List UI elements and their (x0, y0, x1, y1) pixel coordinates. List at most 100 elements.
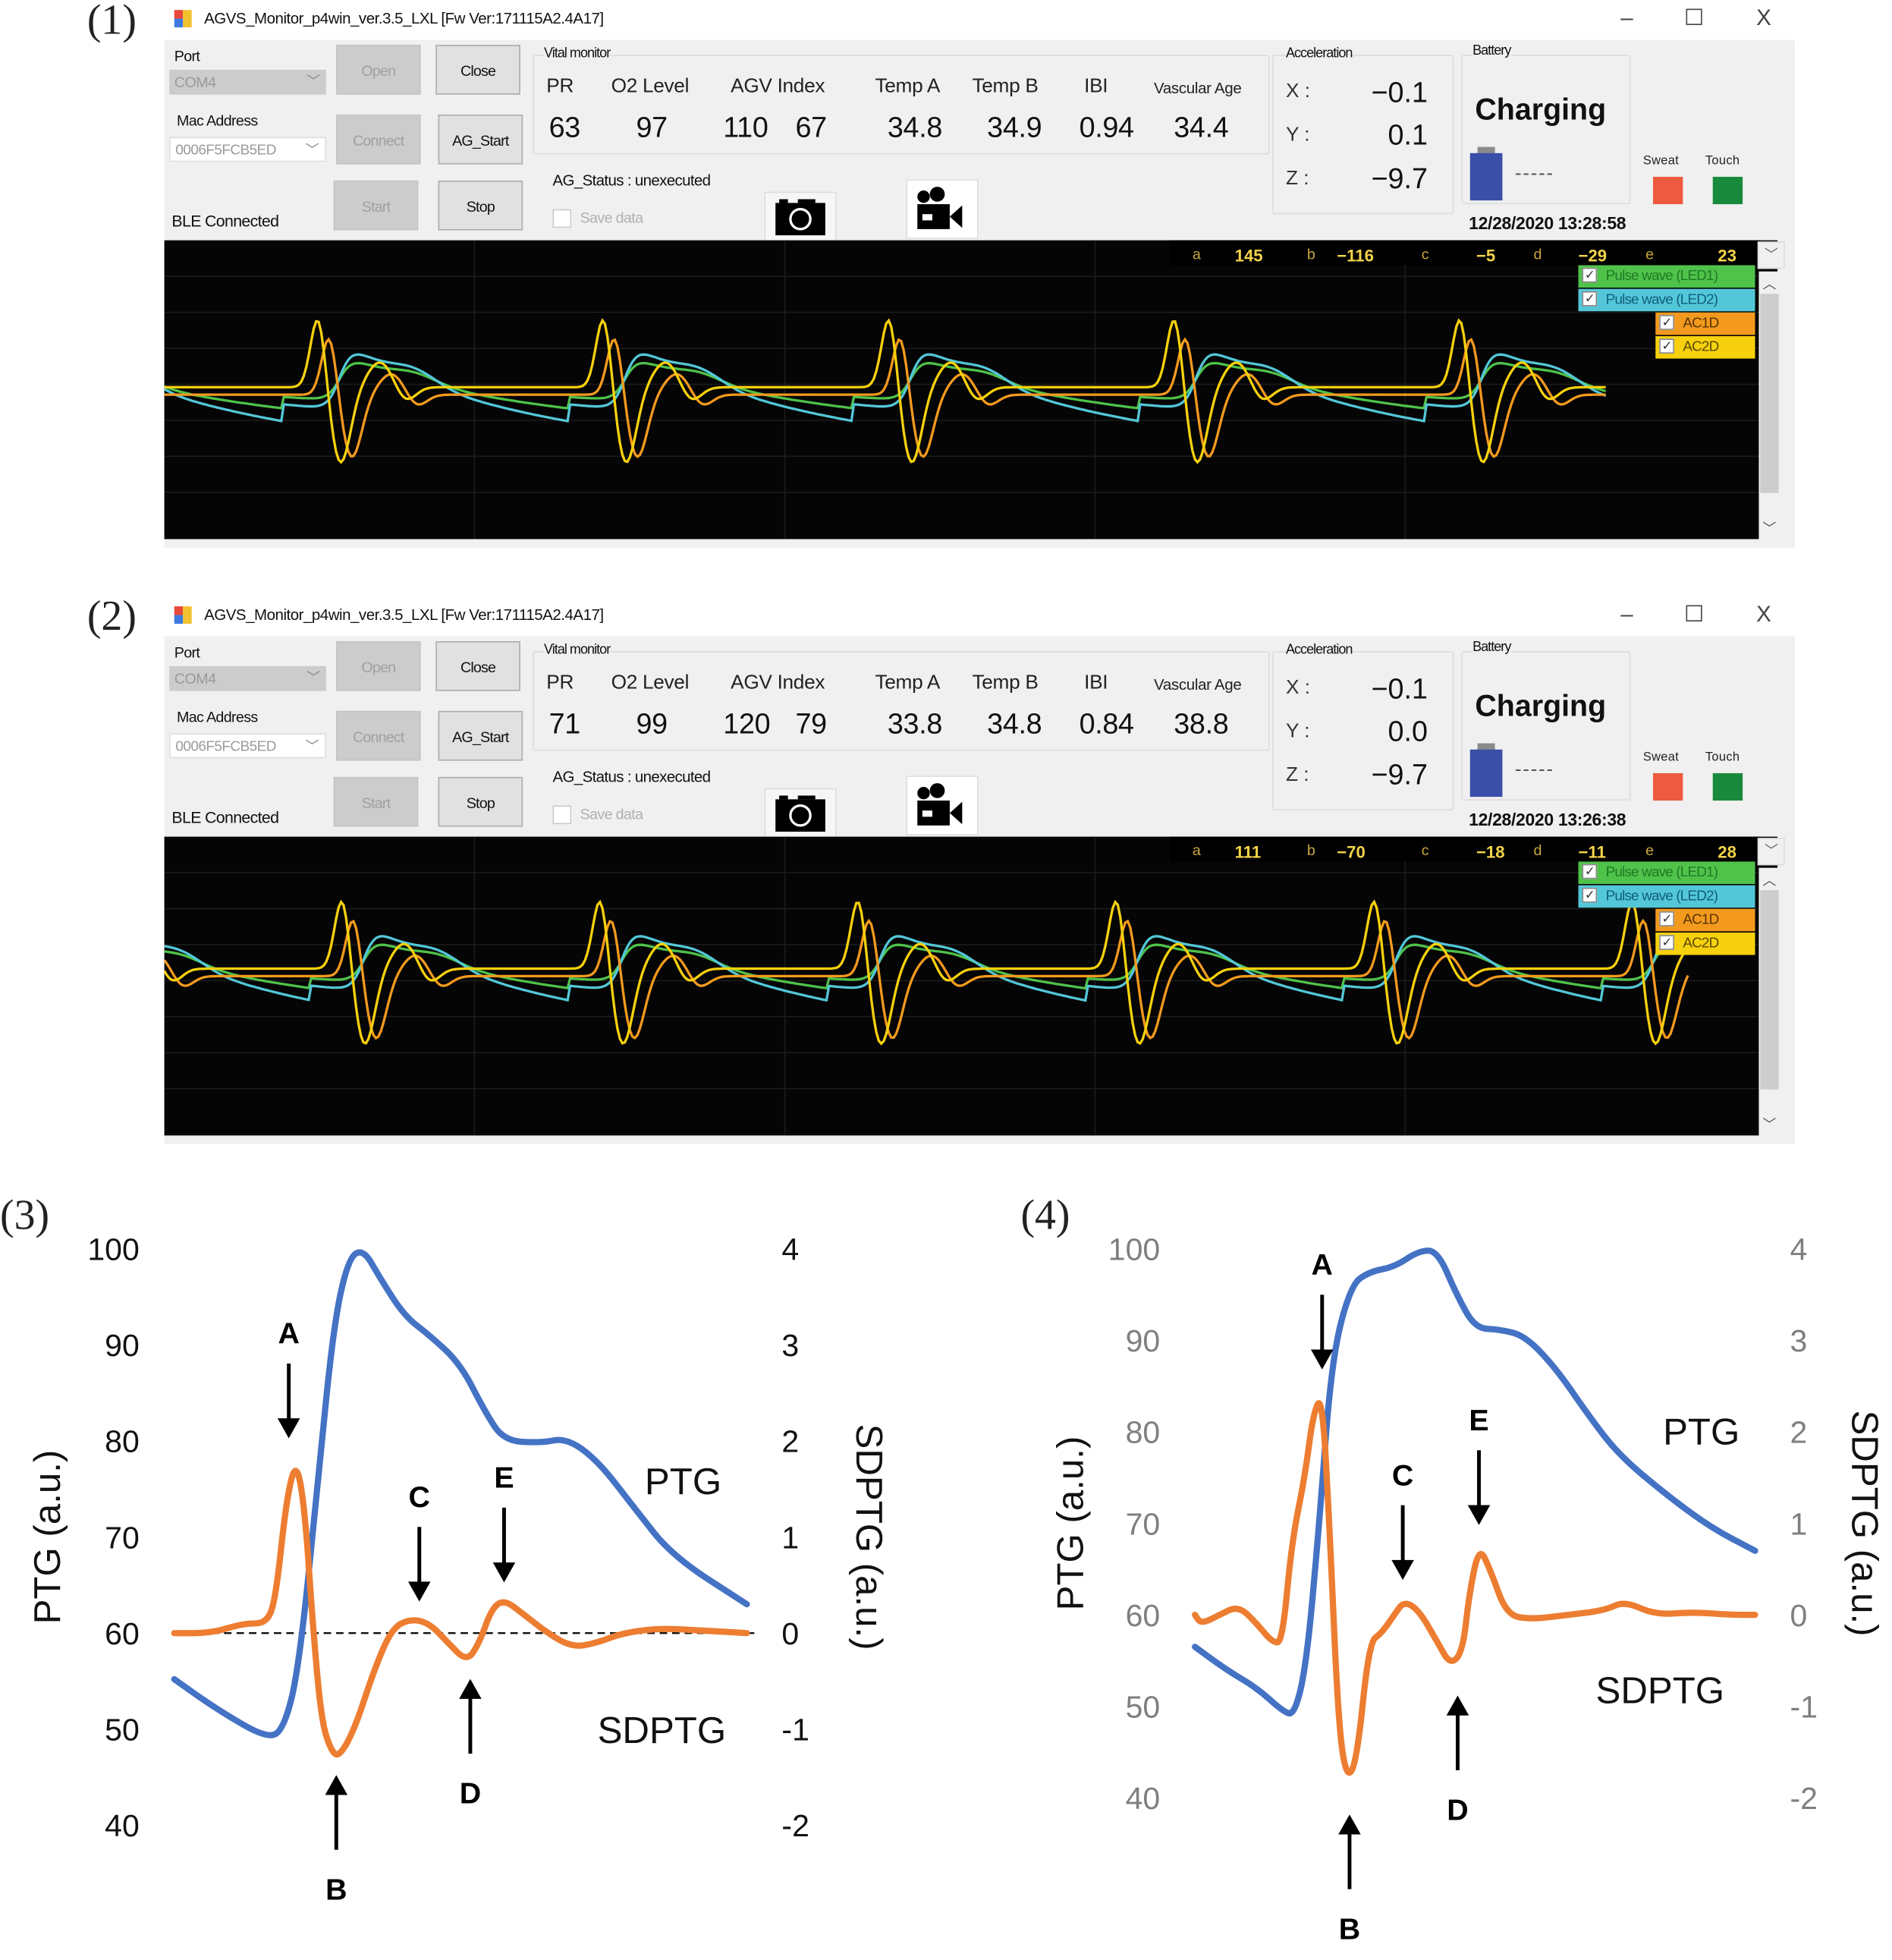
touch-label: Touch (1705, 154, 1740, 168)
checkbox-icon[interactable]: ✓ (1582, 267, 1598, 283)
snapshot-button[interactable] (764, 788, 837, 838)
ag-status: AG_Status : unexecuted (552, 768, 712, 786)
header-vascular-age: Vascular Age (1154, 675, 1242, 694)
window-title: AGVS_Monitor_p4win_ver.3.5_LXL [Fw Ver:1… (204, 606, 604, 624)
mac-address-select[interactable]: 0006F5FCB5ED ﹀ (169, 137, 326, 162)
chart-label-4: (4) (1020, 1192, 1070, 1239)
y-tick-label: 80 (105, 1424, 140, 1459)
record-video-button[interactable] (906, 179, 979, 240)
value-ibi: 0.94 (1079, 111, 1134, 143)
start-button[interactable]: Start (333, 180, 419, 231)
param-c-value: −5 (1476, 246, 1496, 266)
header-agv-index: AGV Index (731, 76, 825, 97)
checkbox-icon[interactable]: ✓ (1659, 338, 1674, 354)
checkbox-icon[interactable]: ✓ (1659, 911, 1674, 927)
close-button[interactable]: Close (435, 45, 520, 95)
annotation-arrow-head (1467, 1505, 1491, 1525)
maximize-button[interactable]: ☐ (1683, 601, 1705, 627)
start-button[interactable]: Start (333, 776, 419, 827)
port-select[interactable]: COM4 ﹀ (169, 69, 326, 95)
battery-level-text: ----- (1514, 759, 1554, 781)
close-window-button[interactable]: X (1756, 601, 1771, 627)
param-d-value: −11 (1578, 842, 1606, 862)
legend-pulse-wave-led1[interactable]: ✓ Pulse wave (LED1) (1578, 861, 1755, 884)
legend-pulse-wave-led1[interactable]: ✓ Pulse wave (LED1) (1578, 265, 1755, 288)
scroll-down-icon[interactable]: ﹀ (1762, 521, 1777, 537)
value-agv-index-1: 110 (723, 111, 768, 143)
acceleration-title: Acceleration (1285, 46, 1353, 61)
vital-monitor-group: Vital monitor PR O2 Level AGV Index Temp… (533, 642, 1270, 751)
legend-scrollbar[interactable]: ︿ ﹀ (1758, 867, 1780, 1140)
port-select[interactable]: COM4 ﹀ (169, 665, 326, 691)
legend-scrollbar[interactable]: ︿ ﹀ (1758, 271, 1780, 543)
y2-tick-label: 4 (1790, 1232, 1807, 1266)
acceleration-group: Acceleration X : −0.1 Y : 0.1 Z : −9.7 (1271, 46, 1454, 215)
stop-button[interactable]: Stop (438, 180, 523, 231)
param-d-label: d (1533, 245, 1542, 263)
legend-label: AC2D (1683, 936, 1719, 952)
minimize-button[interactable]: – (1620, 5, 1633, 30)
scroll-up-icon[interactable]: ︿ (1762, 873, 1777, 889)
minimize-button[interactable]: – (1620, 601, 1633, 627)
open-button[interactable]: Open (336, 45, 421, 95)
legend-ac1d[interactable]: ✓ AC1D (1655, 312, 1755, 335)
ac2d-trace (164, 318, 1606, 464)
vital-monitor-group: Vital monitor PR O2 Level AGV Index Temp… (533, 46, 1270, 155)
value-temp-a: 33.8 (887, 706, 943, 740)
connect-button[interactable]: Connect (336, 710, 421, 761)
client-area: Port COM4 ﹀ Mac Address 0006F5FCB5ED ﹀ BLE… (164, 39, 1796, 548)
save-data-checkbox[interactable] (552, 209, 572, 228)
display-dropdown-button[interactable]: ﹀ (1757, 241, 1785, 269)
sdptg-series-label: SDPTG (598, 1710, 727, 1751)
close-window-button[interactable]: X (1756, 5, 1771, 30)
display-dropdown-button[interactable]: ﹀ (1757, 838, 1785, 866)
scroll-up-icon[interactable]: ︿ (1762, 277, 1777, 293)
y2-tick-label: 0 (781, 1616, 799, 1651)
checkbox-icon[interactable]: ✓ (1582, 291, 1598, 307)
waveform-graph: a 145 b −116 c −5 d −29 e 23 ﹀ ✓ Pulse wa… (164, 240, 1785, 543)
app-icon (174, 10, 192, 28)
legend-ac1d[interactable]: ✓ AC1D (1655, 908, 1755, 932)
mac-address-select[interactable]: 0006F5FCB5ED ﹀ (169, 733, 326, 759)
y2-axis-title: SDPTG (a.u.) (1844, 1410, 1886, 1636)
y-axis-title: PTG (a.u.) (1049, 1436, 1091, 1611)
legend-pulse-wave-led2[interactable]: ✓ Pulse wave (LED2) (1578, 885, 1755, 908)
close-button[interactable]: Close (435, 641, 520, 691)
checkbox-icon[interactable]: ✓ (1582, 887, 1598, 903)
record-video-button[interactable] (906, 776, 979, 835)
y2-tick-label: 1 (1790, 1506, 1807, 1541)
save-data-checkbox[interactable] (552, 805, 572, 825)
ag-start-button[interactable]: AG_Start (438, 114, 523, 165)
scrollbar-thumb[interactable] (1760, 294, 1779, 493)
legend-pulse-wave-led2[interactable]: ✓ Pulse wave (LED2) (1578, 288, 1755, 312)
maximize-button[interactable]: ☐ (1683, 5, 1705, 30)
y2-tick-label: -2 (781, 1808, 809, 1843)
checkbox-icon[interactable]: ✓ (1659, 935, 1674, 950)
battery-title: Battery (1472, 640, 1511, 656)
sdptg-parameters: a 145 b −116 c −5 d −29 e 23 (1170, 240, 1761, 266)
panel-label-2: (2) (86, 593, 137, 640)
chevron-down-icon: ﹀ (305, 739, 319, 755)
touch-indicator (1712, 176, 1743, 205)
legend-ac2d[interactable]: ✓ AC2D (1655, 932, 1755, 955)
legend-ac2d[interactable]: ✓ AC2D (1655, 336, 1755, 359)
param-c-label: c (1421, 842, 1429, 860)
open-button[interactable]: Open (336, 641, 421, 691)
connect-button[interactable]: Connect (336, 114, 421, 165)
annotation-label: B (325, 1873, 347, 1906)
snapshot-button[interactable] (764, 191, 837, 242)
acc-z-label: Z : (1285, 168, 1309, 190)
ag-start-button[interactable]: AG_Start (438, 710, 523, 761)
scroll-down-icon[interactable]: ﹀ (1762, 1118, 1777, 1134)
param-a-value: 111 (1234, 842, 1262, 862)
ble-status: BLE Connected (171, 211, 279, 231)
checkbox-icon[interactable]: ✓ (1659, 315, 1674, 330)
mac-address-value: 0006F5FCB5ED (175, 739, 276, 755)
header-temp-a: Temp A (875, 76, 941, 97)
stop-button[interactable]: Stop (438, 776, 523, 827)
annotation-arrow-head (1391, 1559, 1414, 1581)
scrollbar-thumb[interactable] (1760, 890, 1779, 1090)
battery-status: Charging (1475, 690, 1607, 724)
checkbox-icon[interactable]: ✓ (1582, 864, 1598, 879)
